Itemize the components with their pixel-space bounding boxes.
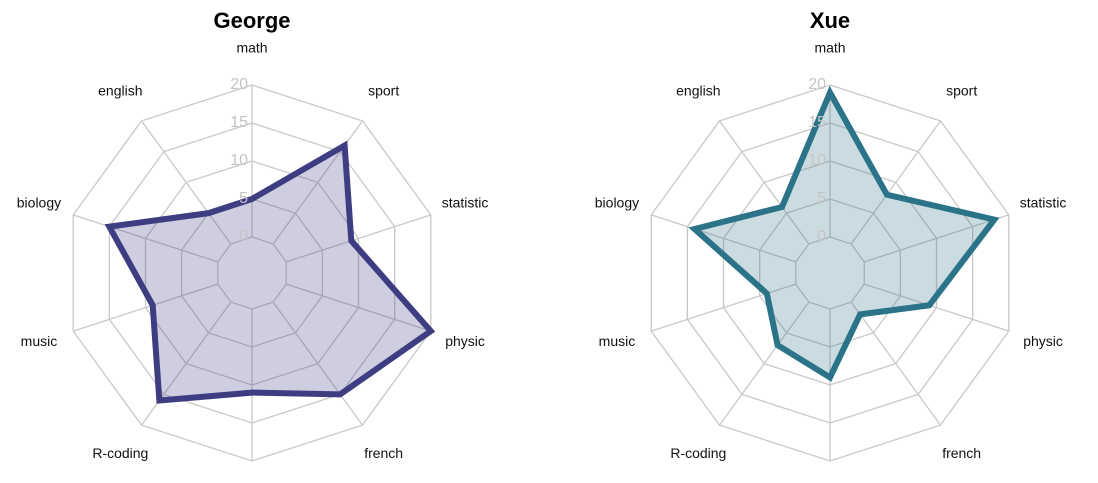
grid-spoke	[718, 120, 810, 245]
r-tick-label: 5	[239, 190, 248, 207]
category-label: sport	[368, 82, 399, 98]
grid-spoke	[286, 214, 431, 263]
grid-spoke	[272, 120, 364, 245]
category-label: sport	[946, 82, 977, 98]
category-label: R-coding	[670, 445, 726, 461]
grid-spoke	[73, 283, 218, 332]
chart-title: George	[213, 8, 290, 33]
grid-spoke	[286, 283, 431, 332]
category-label: R-coding	[92, 445, 148, 461]
radar-area	[688, 85, 1000, 382]
grid-spoke	[864, 214, 1009, 263]
grid-spoke	[272, 301, 364, 426]
r-tick-label: 10	[230, 152, 248, 169]
category-label: music	[599, 333, 636, 349]
category-label: math	[236, 40, 267, 56]
category-label: biology	[595, 194, 639, 210]
grid-spoke	[864, 283, 1009, 332]
category-label: music	[21, 333, 58, 349]
r-tick-label: 5	[817, 190, 826, 207]
category-label: physic	[1023, 333, 1063, 349]
grid-spoke	[651, 214, 796, 263]
grid-spoke	[850, 120, 942, 245]
r-tick-label: 20	[230, 76, 248, 93]
chart-title: Xue	[810, 8, 850, 33]
category-label: statistic	[1020, 194, 1067, 210]
grid-spoke	[140, 301, 232, 426]
r-tick-label: 10	[808, 152, 826, 169]
category-label: physic	[445, 333, 485, 349]
category-label: statistic	[442, 194, 489, 210]
category-label: french	[942, 445, 981, 461]
r-tick-label: 20	[808, 76, 826, 93]
r-tick-label: 0	[239, 228, 248, 245]
category-label: biology	[17, 194, 61, 210]
category-label: english	[676, 82, 720, 98]
category-label: english	[98, 82, 142, 98]
category-label: math	[814, 40, 845, 56]
r-tick-label: 0	[817, 228, 826, 245]
grid-spoke	[718, 301, 810, 426]
category-label: french	[364, 445, 403, 461]
grid-spoke	[651, 283, 796, 332]
grid-spoke	[73, 214, 218, 263]
grid-spoke	[140, 120, 232, 245]
grid-spoke	[850, 301, 942, 426]
r-tick-label: 15	[808, 114, 826, 131]
radar-area	[104, 140, 436, 404]
r-tick-label: 15	[230, 114, 248, 131]
